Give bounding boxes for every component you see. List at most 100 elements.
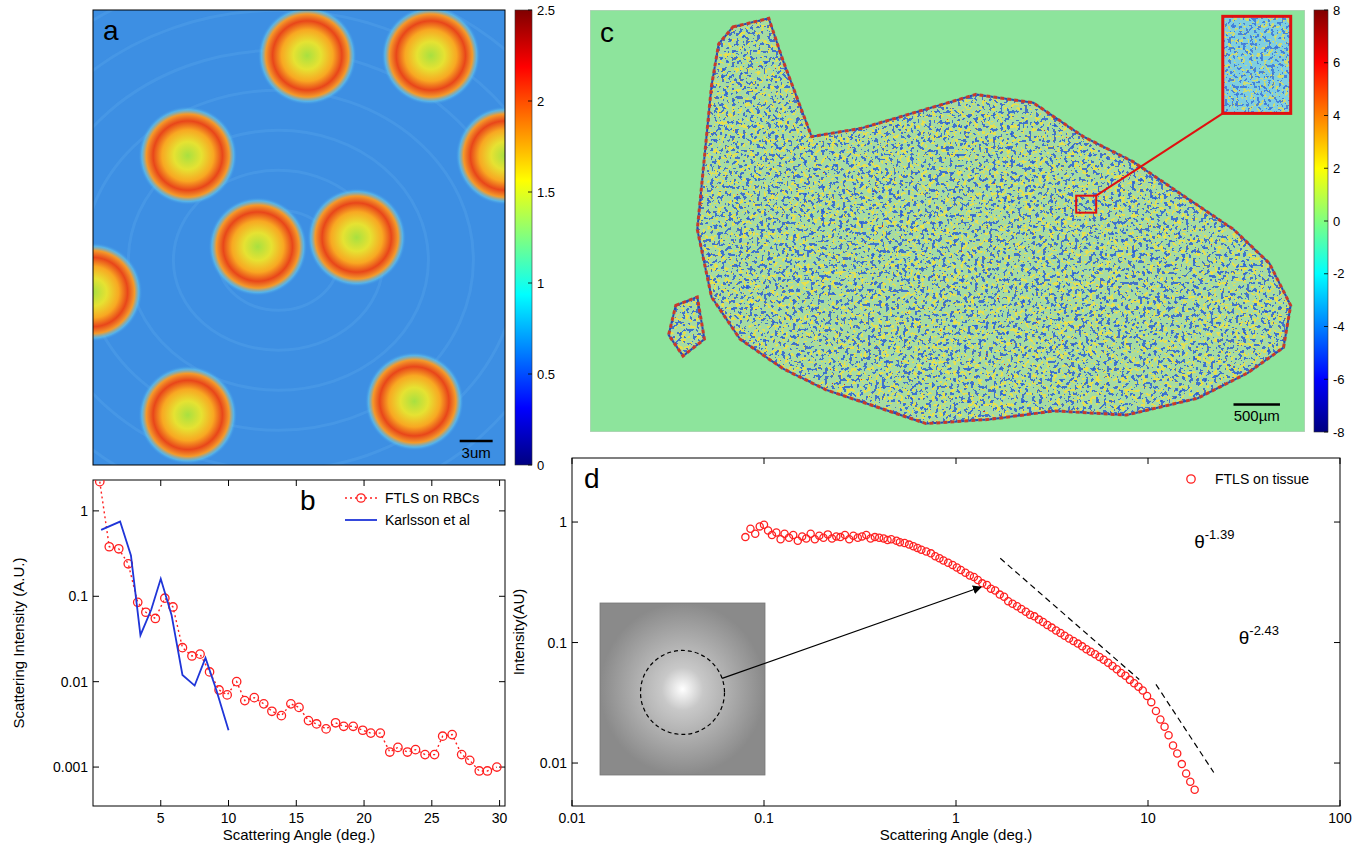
colorbar-tick-label: -2 [1333,266,1345,281]
x-tick [764,458,765,464]
data-point [483,767,491,775]
x-tick-label: 0.1 [754,810,774,826]
data-point [1169,742,1176,749]
fringe [93,10,505,465]
legend-marker [357,494,365,502]
data-point [1183,770,1190,777]
cell [456,106,505,205]
x-tick [1148,800,1149,806]
colorbar-tick [528,465,532,466]
x-tick-label: 25 [424,810,440,826]
colorbar-tick-label: 0 [537,458,544,473]
y-tick-label: 0.001 [53,759,88,775]
tissue-edge [669,297,705,356]
data-point [1178,760,1185,767]
guide-line [1156,684,1214,772]
x-tick-label: 10 [1140,810,1156,826]
data-point [1174,750,1181,757]
data-point [1152,707,1159,714]
series-line [100,482,497,771]
y-tick [572,522,578,523]
inset-circle [641,650,725,734]
y-tick-label: 1 [559,514,567,530]
data-point [241,696,249,704]
data-point [756,523,763,530]
panel-letter: c [600,17,614,48]
colorbar-tick [528,283,532,284]
colorbar-tick-label: -8 [1333,425,1345,440]
fringe [93,50,505,465]
y-tick [93,681,99,682]
scale-bar-label: 500µm [1234,407,1280,424]
y-tick-label: 0.01 [61,674,88,690]
image-frame [93,10,505,465]
tissue-texture [697,18,1290,423]
scale-bar-label: 3um [462,444,491,461]
data-point [1161,723,1168,730]
data-point [1191,786,1198,793]
data-point [1187,778,1194,785]
data-point [367,729,375,737]
data-point [858,533,865,540]
data-point [466,756,474,764]
y-tick [572,642,578,643]
data-point [752,530,759,537]
data-point [764,527,771,534]
guide-exponent: -2.43 [1249,623,1279,638]
data-point [151,614,159,622]
x-axis-title: Scattering Angle (deg.) [880,826,1033,843]
y-tick [499,767,505,768]
cell [365,352,464,451]
scale-bar [1234,403,1280,406]
data-point [287,700,295,708]
colorbar-tick-label: 6 [1333,55,1340,70]
legend-label: FTLS on tissue [1215,471,1309,487]
colorbar-tick [1324,273,1328,274]
data-point [794,537,801,544]
y-tick [1334,522,1340,523]
data-point [260,700,268,708]
x-tick [296,800,297,806]
data-point [295,703,303,711]
tissue-edge [697,18,1290,423]
data-point [322,725,330,733]
cell [138,366,237,465]
x-tick [572,458,573,464]
colorbar-tick-label: 2 [1333,161,1340,176]
x-tick [228,800,229,806]
data-point [854,534,861,541]
y-tick [499,596,505,597]
x-tick-label: 100 [1328,810,1352,826]
data-point [901,539,908,546]
plot-frame [572,458,1340,806]
data-point [250,693,258,701]
zoom-box [1076,196,1096,213]
colorbar-tick [1324,379,1328,380]
data-point [1165,732,1172,739]
data-point [349,722,357,730]
data-point [850,532,857,539]
tissue-edge [697,18,1290,423]
x-tick [572,800,573,806]
inset-frame [1223,16,1291,113]
colorbar-tick [1324,115,1328,116]
data-point [105,543,113,551]
data-point [1148,699,1155,706]
colorbar [515,10,532,465]
data-point [268,707,276,715]
y-axis-title: Intensity(AU) [510,589,527,676]
inset-background [1223,16,1291,113]
inset-arrow [722,587,981,678]
x-tick [431,480,432,486]
data-point [403,748,411,756]
series-line [101,522,228,731]
plot-frame [93,480,505,806]
x-tick [364,480,365,486]
cell [258,10,357,105]
data-point [386,748,394,756]
data-point [331,719,339,727]
x-tick [431,800,432,806]
colorbar-tick [1324,221,1328,222]
x-tick-label: 0.01 [558,810,585,826]
data-point [115,545,123,553]
